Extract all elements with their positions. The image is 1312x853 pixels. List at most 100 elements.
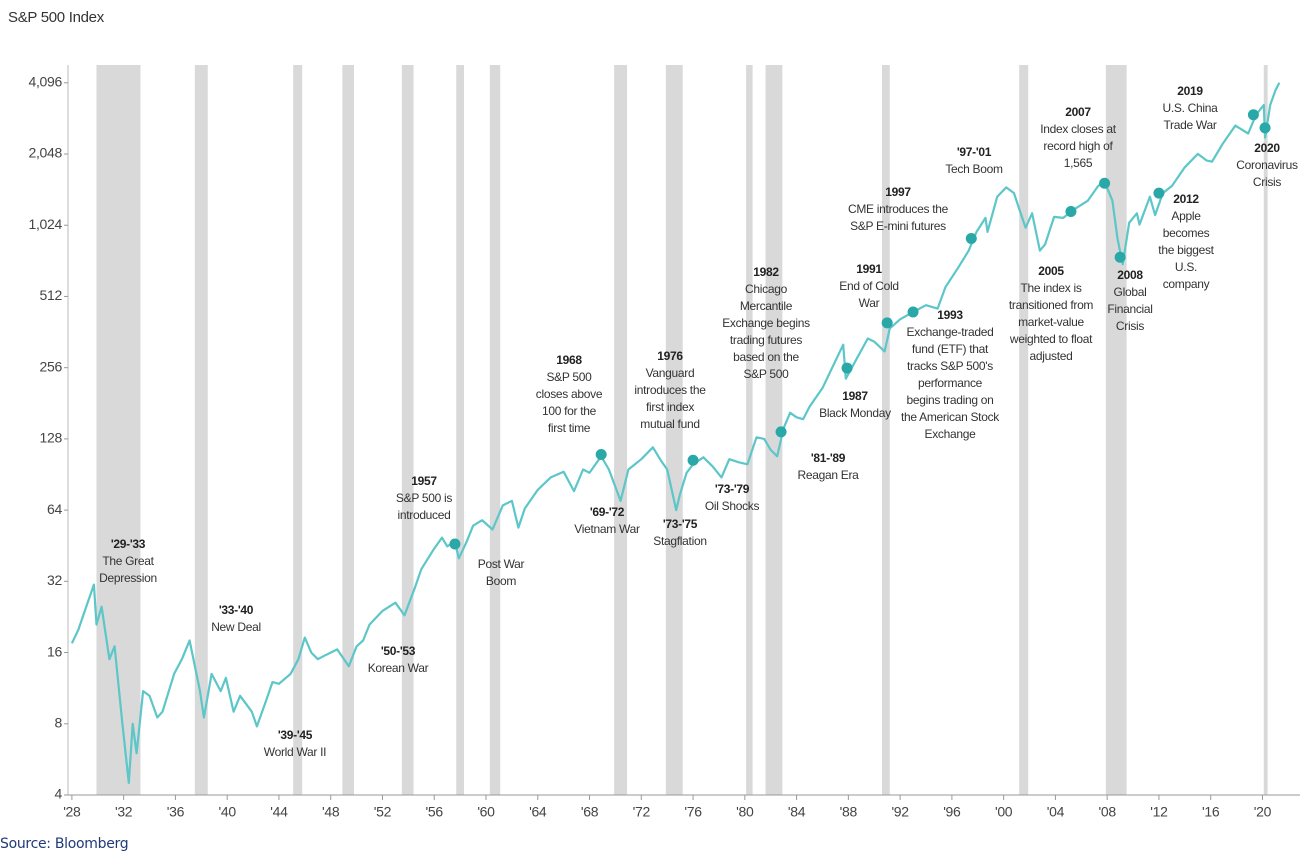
event-marker [1247,109,1259,121]
shaded-period [665,65,683,795]
annotation-text: CME introduces the [848,202,949,216]
y-tick-label: 32 [47,572,62,588]
x-tick-label: '76 [684,804,702,820]
annotation-text: World War II [264,745,326,759]
x-tick-label: '04 [1047,804,1065,820]
annotation-text: 1,565 [1064,156,1093,170]
annotation-text: performance [918,376,983,390]
y-tick-label: 2,048 [28,145,62,161]
annotation-text: Depression [99,571,157,585]
shaded-period [293,65,303,795]
y-tick-label: 16 [47,643,62,659]
x-tick-label: '08 [1098,804,1116,820]
annotation-text: transitioned from [1009,298,1094,312]
shaded-period [401,65,414,795]
event-marker [841,362,853,374]
shaded-period [746,65,753,795]
annotation-title: 1968 [556,353,582,367]
event-marker [1065,206,1077,218]
annotation-text: U.S. China [1162,101,1218,115]
annotation-text: tracks S&P 500's [907,359,993,373]
x-tick-label: '12 [1150,804,1168,820]
annotation-text: Apple [1171,209,1201,223]
x-tick-label: '28 [63,804,81,820]
x-tick-label: '48 [322,804,340,820]
annotation-text: first index [646,400,694,414]
annotation-title: '81-'89 [811,451,846,465]
annotation-text: Index closes at [1040,122,1117,136]
annotation-title: 2007 [1065,105,1091,119]
annotation-text: U.S. [1175,260,1197,274]
shaded-period [489,65,501,795]
x-tick-label: '72 [633,804,651,820]
x-tick-label: '84 [788,804,806,820]
annotation-text: Crisis [1253,175,1281,189]
x-tick-label: '96 [943,804,961,820]
x-tick-label: '56 [426,804,444,820]
index-line [70,82,1281,784]
y-tick-label: 1,024 [28,216,62,232]
annotation-text: the biggest [1158,243,1214,257]
source: Source: Bloomberg [0,836,128,852]
annotation-text: The Great [102,554,154,568]
annotation-text: market-value [1018,315,1084,329]
x-tick-label: '44 [270,804,288,820]
annotation-text: Financial [1107,302,1152,316]
annotation-text: introduced [397,508,450,522]
annotation-title: '39-'45 [278,728,313,742]
x-tick-label: '16 [1202,804,1220,820]
annotation-title: 1993 [937,308,963,322]
annotation-text: company [1163,277,1210,291]
shaded-period [1105,65,1127,795]
chart-title: S&P 500 Index [8,9,105,26]
annotation-text: Tech Boom [945,162,1003,176]
annotation-text: Exchange [925,427,977,441]
annotation-text: record high of [1043,139,1113,153]
shaded-period [96,65,141,795]
annotation-text: Stagflation [653,534,706,548]
shaded-period [765,65,783,795]
annotation-text: Exchange begins [722,316,810,330]
annotation-text: Coronavirus [1236,158,1298,172]
event-marker [1259,122,1271,134]
annotation-title: '33-'40 [219,603,254,617]
event-marker [595,448,607,460]
y-tick-label: 256 [40,358,63,374]
annotation-text: begins trading on [907,393,994,407]
annotation-text: New Deal [211,620,261,634]
annotation-title: '50-'53 [381,644,416,658]
annotation-text: trading futures [730,333,803,347]
annotation-text: S&P E-mini futures [850,219,946,233]
annotation-text: Mercantile [740,299,793,313]
annotation-text: End of Cold [839,279,898,293]
annotation-text: The index is [1020,281,1081,295]
annotation-text: weighted to float [1009,332,1093,346]
annotation-text: adjusted [1030,349,1073,363]
x-tick-label: '60 [477,804,495,820]
event-marker [881,317,893,329]
annotation-title: 1997 [885,185,911,199]
x-tick-label: '20 [1254,804,1272,820]
annotation-title: 1987 [842,389,868,403]
annotation-title: '69-'72 [590,505,625,519]
x-tick-label: '92 [891,804,909,820]
annotation-text: Korean War [368,661,429,675]
annotation-text: Post War [478,557,525,571]
shaded-period [1263,65,1268,795]
x-tick-label: '32 [115,804,133,820]
y-tick-label: 128 [40,430,63,446]
event-marker [1153,187,1165,199]
event-marker [775,426,787,438]
x-tick-label: '40 [218,804,236,820]
x-tick-label: '68 [581,804,599,820]
annotation-title: '29-'33 [111,537,146,551]
x-tick-label: '64 [529,804,547,820]
annotation-text: S&P 500 is [396,491,452,505]
annotation-title: 2005 [1038,264,1064,278]
annotation-title: 2020 [1254,141,1280,155]
annotation-text: Reagan Era [797,468,859,482]
annotation-title: '73-'75 [663,517,698,531]
annotation-text: the American Stock [901,410,1000,424]
annotation-text: War [859,296,880,310]
annotation-text: Crisis [1116,319,1144,333]
